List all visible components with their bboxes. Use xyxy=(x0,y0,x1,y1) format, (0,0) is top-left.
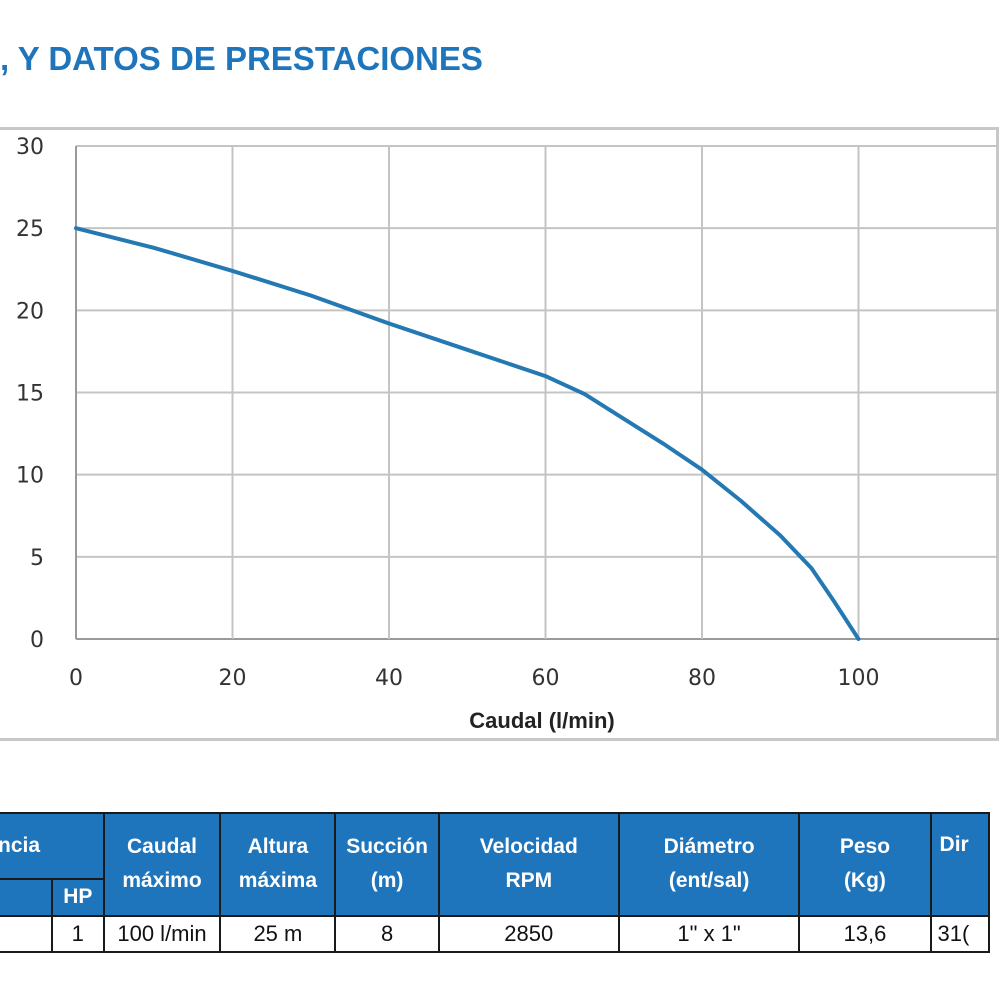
y-tick-label: 25 xyxy=(16,217,44,242)
cell-diametro: 1" x 1" xyxy=(617,914,801,953)
cell-succion: 8 xyxy=(334,914,440,953)
header-dimensiones: Dir xyxy=(929,812,991,917)
cell-peso: 13,6 xyxy=(798,914,932,953)
section-heading: , Y DATOS DE PRESTACIONES xyxy=(0,40,483,77)
y-tick-label: 10 xyxy=(16,464,44,489)
specs-table: ncia Caudal máximo Altura máxima Succión (m… xyxy=(0,812,991,953)
x-axis-label: Caudal (l/min) xyxy=(469,708,614,733)
x-tick-label: 80 xyxy=(688,666,716,691)
header-velocidad: Velocidad RPM xyxy=(437,812,620,917)
header-peso: Peso (Kg) xyxy=(798,812,932,917)
table-row: 1 100 l/min 25 m 8 2850 1" x 1" 13,6 31( xyxy=(0,914,991,953)
cell-caudal: 100 l/min xyxy=(102,914,222,953)
x-axis-ticks: 0204060801001 xyxy=(69,666,880,691)
cell-dimensiones: 31( xyxy=(929,914,991,953)
header-altura: Altura máxima xyxy=(219,812,337,917)
header-succion: Succión (m) xyxy=(334,812,440,917)
y-tick-label: 15 xyxy=(16,382,44,407)
y-tick-label: 20 xyxy=(16,299,44,324)
cell-kw xyxy=(0,914,53,953)
header-diametro: Diámetro (ent/sal) xyxy=(617,812,801,917)
y-tick-label: 0 xyxy=(30,628,44,653)
cell-hp: 1 xyxy=(51,914,105,953)
y-tick-label: 30 xyxy=(16,135,44,160)
x-tick-label: 0 xyxy=(69,666,83,691)
x-tick-label: 20 xyxy=(219,666,247,691)
series-line xyxy=(74,226,861,641)
cell-altura: 25 m xyxy=(219,914,337,953)
x-tick-label: 60 xyxy=(532,666,560,691)
header-hp: HP xyxy=(51,878,105,917)
header-kw xyxy=(0,878,53,917)
y-tick-label: 5 xyxy=(30,546,44,571)
x-tick-label: 40 xyxy=(375,666,403,691)
cell-velocidad: 2850 xyxy=(437,914,620,953)
x-tick-label: 100 xyxy=(838,666,880,691)
grid xyxy=(75,145,999,640)
header-caudal: Caudal máximo xyxy=(102,812,222,917)
header-potencia: ncia xyxy=(0,812,105,880)
y-axis-ticks: 0 5 10 15 20 25 30 xyxy=(16,135,44,653)
series-layer xyxy=(74,226,861,641)
